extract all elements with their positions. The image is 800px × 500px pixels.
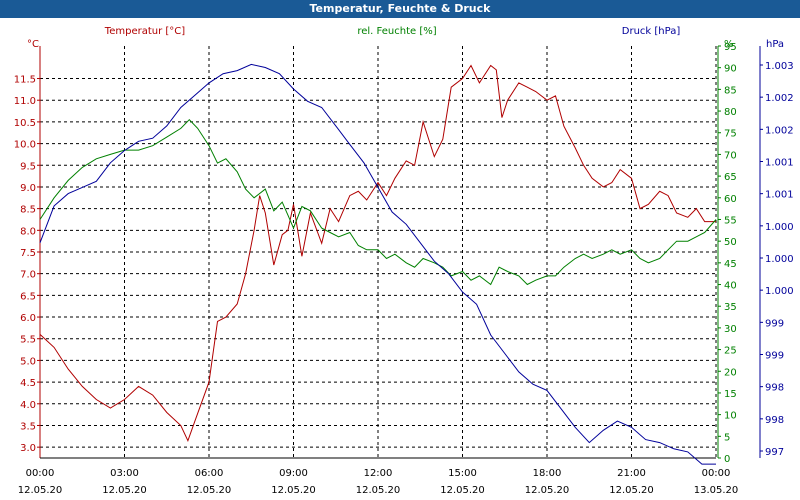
x-tick-date: 12.05.20 <box>356 485 401 496</box>
humidity-tick-label: 60 <box>724 194 737 205</box>
tick-layer: 3.0 3.5 4.0 4.5 5.0 5.5 6.0 6.5 7.0 7.5 8.0 8.5 9.0 9… <box>14 42 794 496</box>
x-tick-date: 13.05.20 <box>694 485 739 496</box>
x-tick-date: 12.05.20 <box>187 485 232 496</box>
humidity-tick-label: 80 <box>724 107 737 118</box>
pressure-tick-label: 1.002 <box>765 93 794 104</box>
pressure-tick-label: 998 <box>765 383 784 394</box>
pressure-unit: hPa <box>766 39 784 50</box>
humidity-tick-label: 20 <box>724 367 737 378</box>
grid <box>39 46 761 459</box>
temperature-series-line <box>39 64 716 443</box>
humidity-tick-label: 25 <box>724 346 737 357</box>
x-tick-date: 12.05.20 <box>18 485 63 496</box>
temperature-tick-label: 5.0 <box>20 356 36 367</box>
temperature-tick-label: 4.0 <box>20 400 36 411</box>
temperature-tick-label: 7.5 <box>20 248 36 259</box>
temperature-tick-label: 9.5 <box>20 161 36 172</box>
x-tick-time: 09:00 <box>279 468 308 479</box>
x-tick-time: 12:00 <box>364 468 393 479</box>
temperature-tick-label: 6.0 <box>20 313 36 324</box>
humidity-tick-label: 10 <box>724 411 737 422</box>
temperature-tick-label: 4.5 <box>20 378 36 389</box>
pressure-tick-label: 999 <box>765 318 784 329</box>
humidity-tick-label: 95 <box>724 42 737 53</box>
pressure-tick-label: 999 <box>765 351 784 362</box>
humidity-tick-label: 30 <box>724 324 737 335</box>
x-tick-date: 12.05.20 <box>609 485 654 496</box>
humidity-unit: % <box>724 39 734 50</box>
x-tick-time: 21:00 <box>617 468 646 479</box>
pressure-tick-label: 1.001 <box>765 190 794 201</box>
humidity-tick-label: 15 <box>724 389 737 400</box>
humidity-legend: rel. Feuchte [%] <box>357 26 436 37</box>
humidity-tick-label: 90 <box>724 64 737 75</box>
pressure-legend: Druck [hPa] <box>622 26 681 37</box>
humidity-tick-label: 85 <box>724 85 737 96</box>
humidity-tick-label: 0 <box>724 454 730 465</box>
x-tick-date: 12.05.20 <box>440 485 485 496</box>
temperature-tick-label: 8.5 <box>20 205 36 216</box>
temperature-tick-label: 11.0 <box>14 96 36 107</box>
temperature-tick-label: 8.0 <box>20 226 36 237</box>
x-tick-time: 18:00 <box>533 468 562 479</box>
humidity-tick-label: 50 <box>724 237 737 248</box>
humidity-tick-label: 40 <box>724 281 737 292</box>
temperature-tick-label: 10.0 <box>14 140 36 151</box>
pressure-series-line <box>39 63 716 465</box>
humidity-series-line <box>39 118 717 286</box>
humidity-tick-label: 70 <box>724 150 737 161</box>
temperature-tick-label: 11.5 <box>14 75 36 86</box>
x-tick-time: 15:00 <box>448 468 477 479</box>
temperature-tick-label: 3.0 <box>20 443 36 454</box>
temperature-tick-label: 6.5 <box>20 291 36 302</box>
pressure-tick-label: 998 <box>765 415 784 426</box>
pressure-tick-label: 1.000 <box>765 222 794 233</box>
humidity-tick-label: 45 <box>724 259 737 270</box>
temperature-tick-label: 10.5 <box>14 118 36 129</box>
pressure-tick-label: 997 <box>765 447 784 458</box>
pressure-tick-label: 1.001 <box>765 158 794 169</box>
x-tick-time: 00:00 <box>26 468 55 479</box>
humidity-tick-label: 75 <box>724 129 737 140</box>
x-tick-time: 06:00 <box>195 468 224 479</box>
humidity-tick-label: 5 <box>724 432 730 443</box>
pressure-tick-label: 1.000 <box>765 286 794 297</box>
temperature-tick-label: 5.5 <box>20 335 36 346</box>
temperature-tick-label: 9.0 <box>20 183 36 194</box>
window-title: Temperatur, Feuchte & Druck <box>0 0 800 18</box>
x-tick-date: 12.05.20 <box>102 485 147 496</box>
pressure-tick-label: 1.000 <box>765 254 794 265</box>
series-layer <box>39 63 717 465</box>
x-tick-time: 03:00 <box>110 468 139 479</box>
humidity-tick-label: 35 <box>724 302 737 313</box>
humidity-tick-label: 55 <box>724 215 737 226</box>
temperature-tick-label: 7.0 <box>20 270 36 281</box>
pressure-tick-label: 1.002 <box>765 125 794 136</box>
temperature-unit: °C <box>27 39 39 50</box>
x-tick-date: 12.05.20 <box>271 485 316 496</box>
pressure-tick-label: 1.003 <box>765 61 794 72</box>
temperature-tick-label: 3.5 <box>20 421 36 432</box>
x-tick-time: 00:00 <box>702 468 731 479</box>
humidity-tick-label: 65 <box>724 172 737 183</box>
x-tick-date: 12.05.20 <box>525 485 570 496</box>
temperature-legend: Temperatur [°C] <box>104 26 185 37</box>
